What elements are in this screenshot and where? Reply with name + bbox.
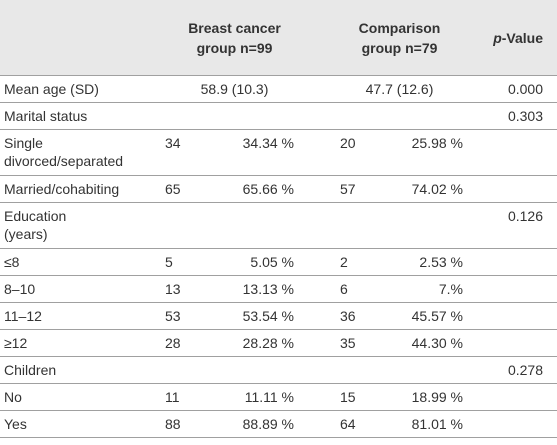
table-cell: Mean age (SD) (0, 75, 147, 103)
table-cell: 65.66 % (202, 175, 322, 203)
table-cell (147, 202, 202, 249)
table-cell: 88.89 % (202, 410, 322, 438)
table-cell (477, 129, 557, 176)
table-cell (322, 356, 372, 384)
table-cell (372, 356, 477, 384)
table-cell (477, 248, 557, 276)
table-cell: 81.01 % (372, 410, 477, 438)
table-cell: 0.303 (477, 102, 557, 130)
table-cell: 0.000 (477, 75, 557, 103)
table-row: ≤8 5 5.05 % 2 2.53 % (0, 248, 557, 276)
table-cell: Education (years) (0, 202, 147, 249)
table-cell: 5 (147, 248, 202, 276)
table-cell: 8–10 (0, 275, 147, 303)
table-cell: 35 (322, 329, 372, 357)
table-cell: 28.28 % (202, 329, 322, 357)
table-row: 8–10 13 13.13 % 6 7.% (0, 275, 557, 303)
table-cell: 0.278 (477, 356, 557, 384)
table-cell: ≤8 (0, 248, 147, 276)
table-cell (147, 356, 202, 384)
table-cell: No (0, 383, 147, 411)
table-cell (477, 410, 557, 438)
table-body: Mean age (SD) 58.9 (10.3) 47.7 (12.6) 0.000… (0, 75, 557, 438)
table-cell: 34.34 % (202, 129, 322, 176)
table-cell: 53.54 % (202, 302, 322, 330)
table-cell: 47.7 (12.6) (322, 75, 477, 103)
table-cell: Marital status (0, 102, 147, 130)
table-cell (477, 383, 557, 411)
table-cell (477, 329, 557, 357)
table-cell: ≥12 (0, 329, 147, 357)
table-row: Yes 88 88.89 % 64 81.01 % (0, 410, 557, 438)
table-cell: 64 (322, 410, 372, 438)
table-cell (477, 275, 557, 303)
table-row: Mean age (SD) 58.9 (10.3) 47.7 (12.6) 0.000 (0, 75, 557, 103)
table-row: Marital status 0.303 (0, 102, 557, 130)
table-cell: 5.05 % (202, 248, 322, 276)
table-cell: 20 (322, 129, 372, 176)
table-cell: Married/cohabiting (0, 175, 147, 203)
table-cell (147, 102, 202, 130)
table-cell (202, 202, 322, 249)
table-cell: 7.% (372, 275, 477, 303)
table-cell (372, 102, 477, 130)
table-cell: 53 (147, 302, 202, 330)
table-row: ≥12 28 28.28 % 35 44.30 % (0, 329, 557, 357)
table-cell: 13 (147, 275, 202, 303)
table-cell: 45.57 % (372, 302, 477, 330)
table-cell (202, 356, 322, 384)
table-cell: 11–12 (0, 302, 147, 330)
header-row: Breast cancer group n=99 Comparison grou… (0, 0, 557, 76)
table-cell: 44.30 % (372, 329, 477, 357)
table-cell: 65 (147, 175, 202, 203)
table-cell: 11 (147, 383, 202, 411)
table-cell (322, 102, 372, 130)
table-row: Married/cohabiting 65 65.66 % 57 74.02 % (0, 175, 557, 203)
header-italic: p (493, 29, 502, 46)
table-cell (322, 202, 372, 249)
table-cell: Children (0, 356, 147, 384)
table-cell: 2 (322, 248, 372, 276)
table-cell: 58.9 (10.3) (147, 75, 322, 103)
table-cell: Single divorced/separated (0, 129, 147, 176)
table-cell: 11.11 % (202, 383, 322, 411)
header-empty (0, 0, 147, 76)
table-cell: 15 (322, 383, 372, 411)
table-row: 11–12 53 53.54 % 36 45.57 % (0, 302, 557, 330)
table-cell: 34 (147, 129, 202, 176)
table-cell: 28 (147, 329, 202, 357)
table-cell: 18.99 % (372, 383, 477, 411)
table-cell: 36 (322, 302, 372, 330)
table-row: Single divorced/separated 34 34.34 % 20 25.9… (0, 129, 557, 176)
table-cell: 25.98 % (372, 129, 477, 176)
table-cell (202, 102, 322, 130)
header-cell: p-Value (477, 0, 557, 76)
table-cell: 13.13 % (202, 275, 322, 303)
table-cell: 2.53 % (372, 248, 477, 276)
table-cell: 57 (322, 175, 372, 203)
table-row: Children 0.278 (0, 356, 557, 384)
table-cell: Yes (0, 410, 147, 438)
table-row: No 11 11.11 % 15 18.99 % (0, 383, 557, 411)
table-cell: 88 (147, 410, 202, 438)
header-cell: Breast cancer group n=99 (147, 0, 322, 76)
table-cell: 74.02 % (372, 175, 477, 203)
table-cell: 0.126 (477, 202, 557, 249)
table-cell (477, 175, 557, 203)
header-cell: Comparison group n=79 (322, 0, 477, 76)
table-cell (477, 302, 557, 330)
header-text: -Value (501, 29, 543, 46)
table-row: Education (years) 0.126 (0, 202, 557, 249)
table-cell: 6 (322, 275, 372, 303)
table-cell (372, 202, 477, 249)
